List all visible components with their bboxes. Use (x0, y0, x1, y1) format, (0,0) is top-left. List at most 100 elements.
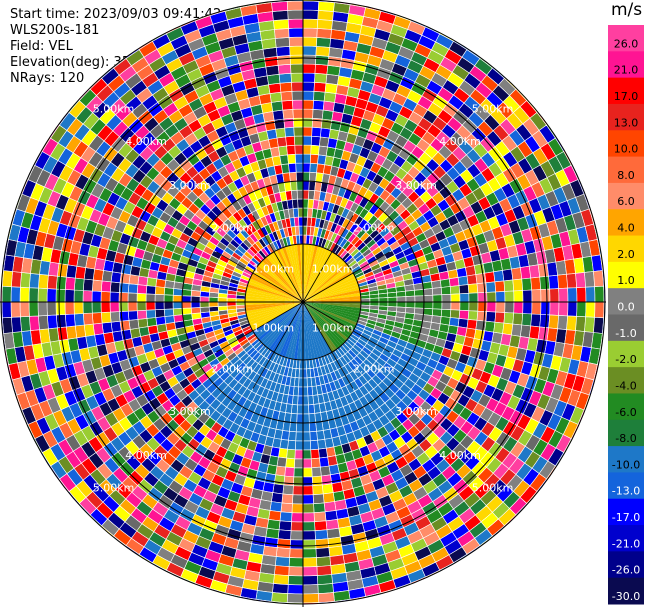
inner-gate (252, 270, 303, 302)
range-gate (73, 301, 84, 315)
range-gate (557, 315, 568, 331)
range-gate (486, 301, 497, 313)
range-gate (282, 172, 291, 183)
range-gate (548, 274, 559, 290)
range-gate (315, 54, 330, 66)
range-gate (302, 395, 309, 406)
colorbar-segment (608, 156, 644, 184)
inner-gate (303, 302, 335, 353)
range-gate (315, 547, 331, 558)
range-gate (316, 19, 333, 30)
inner-gate (303, 302, 318, 359)
range-gate (585, 301, 596, 318)
range-gate (297, 207, 304, 218)
inner-gate (303, 275, 356, 302)
range-gate (275, 46, 291, 57)
range-ring-label: 4.00km (439, 135, 481, 148)
range-gate (29, 273, 40, 289)
range-gate (314, 72, 328, 84)
range-gate (495, 301, 506, 313)
range-gate (136, 292, 147, 303)
inner-gate (303, 302, 350, 339)
range-gate (504, 301, 515, 314)
range-gate (396, 301, 407, 308)
range-gate (190, 295, 201, 303)
range-gate (302, 359, 307, 370)
range-gate (293, 216, 300, 227)
range-gate (405, 295, 416, 303)
range-gate (278, 145, 288, 157)
range-gate (181, 301, 192, 309)
range-gate (276, 538, 291, 550)
range-gate (549, 288, 560, 303)
range-gate (310, 135, 321, 147)
colorbar-segment (608, 498, 644, 526)
range-gate (279, 81, 293, 93)
range-gate (128, 274, 140, 285)
range-gate (271, 592, 289, 603)
colorbar-segment (608, 577, 644, 605)
range-gate (302, 189, 310, 200)
range-gate (118, 310, 130, 322)
range-gate (512, 278, 524, 292)
inner-gate (282, 302, 303, 358)
range-gate (566, 273, 577, 289)
inner-gate (303, 244, 313, 302)
range-gate (287, 584, 304, 595)
range-gate (288, 557, 304, 568)
range-gate (275, 465, 286, 477)
range-gate (285, 457, 296, 469)
range-gate (298, 216, 304, 227)
range-gate (531, 289, 542, 303)
range-gate (91, 301, 102, 314)
inner-gate (245, 292, 303, 302)
inner-gate (262, 302, 303, 346)
inner-gate (254, 267, 303, 302)
range-gate (145, 293, 156, 303)
range-gate (127, 283, 139, 294)
inner-gate (245, 295, 303, 302)
inner-gate (285, 246, 303, 302)
range-gate (414, 289, 425, 297)
inner-gate (303, 244, 316, 302)
inner-gate (247, 284, 303, 302)
range-gate (55, 301, 66, 316)
range-gate (280, 163, 290, 174)
range-gate (182, 313, 193, 322)
range-gate (295, 171, 304, 182)
inner-gate (288, 302, 303, 359)
range-gate (405, 289, 416, 297)
range-gate (274, 565, 290, 576)
range-gate (277, 63, 292, 75)
range-gate (190, 307, 201, 315)
inner-gate (276, 302, 303, 355)
range-gate (522, 301, 533, 315)
range-gate (302, 503, 315, 514)
range-gate (458, 309, 470, 320)
inner-gate (247, 302, 303, 320)
range-gate (585, 286, 596, 303)
range-gate (302, 521, 316, 532)
range-gate (413, 282, 424, 291)
inner-gate (300, 302, 303, 360)
inner-gate (303, 287, 360, 302)
range-gate (302, 422, 311, 433)
range-gate (296, 189, 304, 200)
range-gate (275, 127, 286, 139)
range-gate (28, 287, 39, 303)
range-gate (172, 294, 183, 303)
range-gate (217, 297, 228, 303)
range-gate (287, 575, 304, 586)
inner-gate (271, 251, 303, 302)
range-gate (297, 395, 304, 406)
range-gate (293, 135, 304, 146)
range-gate (431, 279, 442, 289)
range-gate (290, 189, 298, 200)
inner-gate (303, 251, 335, 302)
range-gate (539, 314, 551, 329)
range-gate (431, 308, 443, 317)
range-gate (302, 404, 310, 415)
range-gate (91, 312, 103, 325)
range-gate (273, 19, 290, 30)
range-gate (531, 301, 542, 315)
